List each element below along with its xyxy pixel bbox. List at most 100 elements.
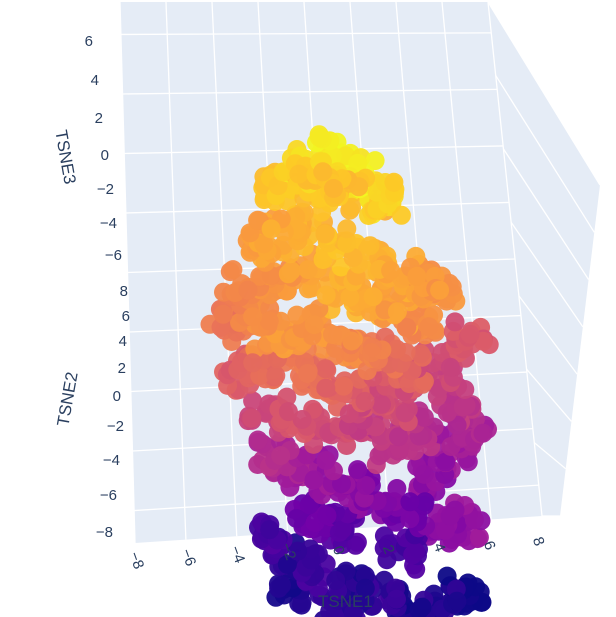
scatter-point xyxy=(348,460,368,480)
scatter-point xyxy=(316,285,336,305)
scatter-point xyxy=(437,403,457,423)
scatter-point xyxy=(456,396,476,415)
scatter-point xyxy=(395,403,415,423)
scatter-points xyxy=(200,125,499,617)
scatter-point xyxy=(445,312,465,332)
scatter-point xyxy=(286,207,306,227)
z-axis-title: TSNE3 xyxy=(51,128,79,185)
z-tick-label: −4 xyxy=(100,215,117,232)
scatter-point xyxy=(389,427,409,447)
scatter-point xyxy=(316,451,336,470)
scatter-point xyxy=(315,224,335,244)
side-gridline xyxy=(502,148,590,280)
scatter-point xyxy=(289,164,309,184)
scatter-point xyxy=(243,353,263,373)
side-gridline xyxy=(533,442,567,470)
scatter-point xyxy=(304,315,324,335)
scatter-point xyxy=(372,394,391,414)
scatter-point xyxy=(317,506,337,526)
scatter-point xyxy=(387,339,407,359)
scatter-point xyxy=(288,541,308,561)
scatter-point xyxy=(342,331,362,351)
scatter-point xyxy=(313,250,333,269)
scatter-point xyxy=(391,205,411,225)
y-tick-label: 2 xyxy=(118,360,126,377)
scatter-point xyxy=(337,234,357,253)
scatter-point xyxy=(419,317,439,337)
scatter-point xyxy=(473,423,493,443)
scatter-point xyxy=(374,538,394,558)
x-tick-label: 8 xyxy=(529,535,548,549)
scatter-point xyxy=(342,197,362,217)
z-tick-label: −2 xyxy=(97,181,114,198)
scatter-point xyxy=(337,219,357,239)
z-tick-label: 0 xyxy=(101,147,109,164)
y-tick-label: 6 xyxy=(122,308,130,325)
scatter-point xyxy=(460,324,480,344)
scatter-point xyxy=(259,311,279,331)
scatter-point xyxy=(415,492,435,512)
scatter-point xyxy=(323,325,342,344)
scatter-point xyxy=(414,464,434,484)
scatter-point xyxy=(243,391,263,411)
scatter-point xyxy=(356,476,376,495)
scatter-point xyxy=(316,359,335,379)
scatter-point xyxy=(440,506,460,526)
scatter-point xyxy=(260,520,280,540)
z-tick-label: 2 xyxy=(95,110,103,127)
scatter-point xyxy=(281,261,301,281)
scatter-point xyxy=(343,603,363,617)
scatter-point xyxy=(238,280,258,300)
scatter-point xyxy=(277,554,297,574)
scatter-point xyxy=(248,210,268,230)
side-gridline xyxy=(487,1,601,186)
side-gridline xyxy=(518,295,578,375)
y-tick-label: −2 xyxy=(107,418,124,435)
y-tick-label: 4 xyxy=(119,333,127,350)
y-gridline xyxy=(120,32,492,36)
scatter-point xyxy=(362,343,382,363)
x-tick-label: −6 xyxy=(177,547,199,569)
scatter-point xyxy=(384,172,404,192)
scatter-point xyxy=(287,305,307,325)
scatter-point xyxy=(332,519,352,539)
side-gridline xyxy=(510,221,584,328)
scatter-point xyxy=(324,179,343,198)
scatter-point xyxy=(430,280,450,300)
y-axis-title: TSNE2 xyxy=(53,370,81,427)
scatter-point xyxy=(436,452,456,472)
scatter-point xyxy=(261,219,281,239)
scatter-point xyxy=(400,492,420,512)
scatter-point xyxy=(469,527,489,547)
scatter-point xyxy=(347,532,367,552)
scatter-point xyxy=(414,408,434,427)
scatter-point xyxy=(363,287,383,307)
y-tick-label: −4 xyxy=(103,452,120,469)
scatter-point xyxy=(407,266,427,286)
scatter-point xyxy=(440,357,460,377)
scatter-point xyxy=(298,260,318,280)
scatter-point xyxy=(287,509,307,528)
x-tick-label: −4 xyxy=(226,544,248,566)
z-tick-label: −6 xyxy=(105,247,122,264)
x-axis-title: TSNE1 xyxy=(318,592,373,611)
scatter-point xyxy=(464,510,484,530)
right-pane xyxy=(488,2,600,516)
scatter-point xyxy=(309,127,329,147)
scatter-point xyxy=(272,575,291,595)
scatter-point xyxy=(334,376,354,396)
scatter-point xyxy=(349,177,369,197)
side-gridline xyxy=(495,75,595,233)
scatter-point xyxy=(278,402,298,422)
scatter-point xyxy=(411,344,431,364)
scatter-point xyxy=(248,430,268,450)
y-tick-label: 8 xyxy=(120,283,128,300)
y-tick-label: 0 xyxy=(113,388,121,405)
y-gridline xyxy=(122,88,498,95)
scatter-point xyxy=(355,391,375,411)
scatter-point xyxy=(223,260,243,280)
scatter-point xyxy=(400,509,420,529)
scatter-point xyxy=(387,589,406,609)
scatter-point xyxy=(277,387,297,407)
